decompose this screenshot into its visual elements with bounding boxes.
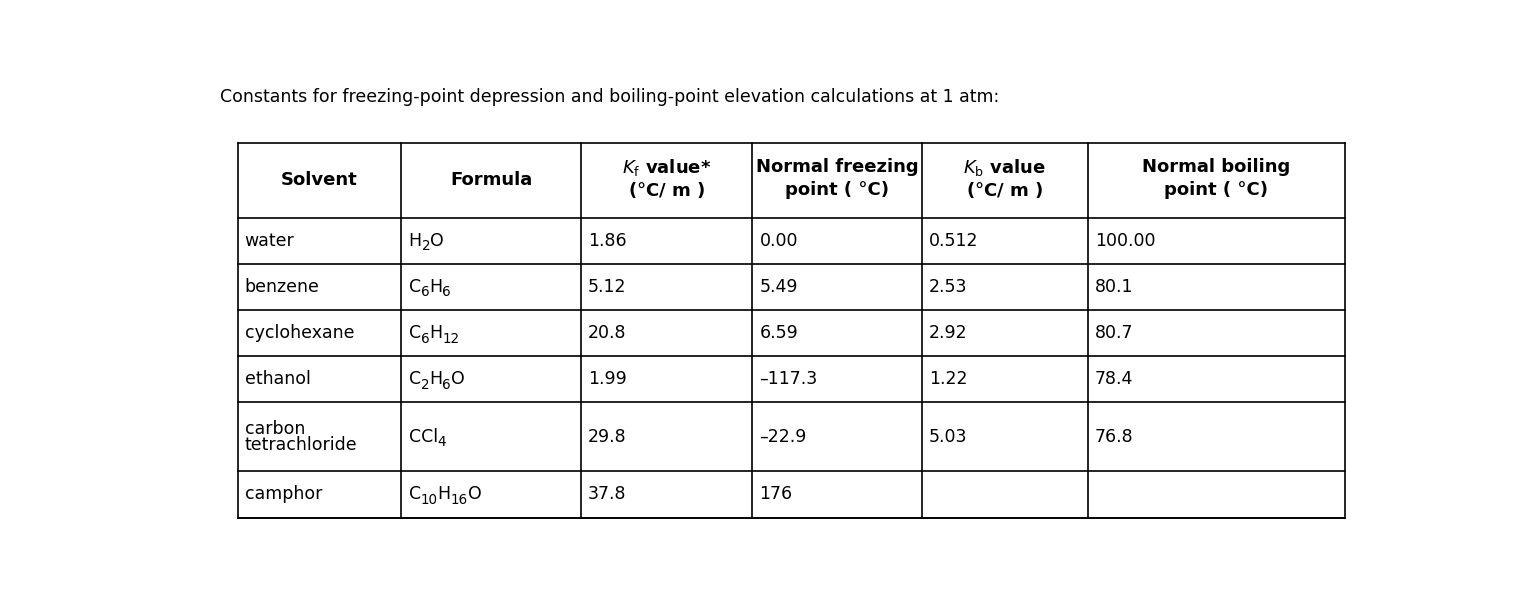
Text: $K_{\rm f}$ value*: $K_{\rm f}$ value* [621,157,711,178]
Text: Normal freezing: Normal freezing [755,158,918,177]
Text: 12: 12 [442,331,460,346]
Text: 78.4: 78.4 [1095,370,1133,388]
Text: point ( °C): point ( °C) [1164,180,1269,199]
Text: H: H [437,485,451,503]
Text: H: H [429,370,442,388]
Text: –117.3: –117.3 [760,370,818,388]
Text: 1.86: 1.86 [588,232,626,250]
Text: 6.59: 6.59 [760,324,798,342]
Text: camphor: camphor [245,485,321,503]
Text: 6: 6 [442,378,451,392]
Text: 176: 176 [760,485,792,503]
Text: cyclohexane: cyclohexane [245,324,355,342]
Text: H: H [429,324,442,342]
Text: 1.99: 1.99 [588,370,626,388]
Text: 6: 6 [420,331,429,346]
Text: C: C [408,324,420,342]
Text: O: O [451,370,465,388]
Text: 80.7: 80.7 [1095,324,1133,342]
Text: 2: 2 [420,378,429,392]
Text: Formula: Formula [449,171,532,189]
Text: ethanol: ethanol [245,370,311,388]
Text: 2.53: 2.53 [929,278,967,296]
Text: 6: 6 [420,285,429,300]
Text: Normal boiling: Normal boiling [1142,158,1290,177]
Text: O: O [431,232,445,250]
Text: 5.49: 5.49 [760,278,798,296]
Text: –22.9: –22.9 [760,428,807,446]
Text: 5.03: 5.03 [929,428,967,446]
Text: 6: 6 [442,285,451,300]
Text: 4: 4 [437,435,446,450]
Text: 100.00: 100.00 [1095,232,1156,250]
Text: (°C/ $\mathbf{m}$ ): (°C/ $\mathbf{m}$ ) [627,180,705,199]
Text: point ( °C): point ( °C) [786,180,889,199]
Text: 0.512: 0.512 [929,232,978,250]
Text: C: C [408,485,420,503]
Text: benzene: benzene [245,278,320,296]
Text: water: water [245,232,294,250]
Text: 80.1: 80.1 [1095,278,1133,296]
Text: C: C [408,278,420,296]
Text: 2: 2 [422,239,431,253]
Text: 29.8: 29.8 [588,428,626,446]
Text: H: H [429,278,442,296]
Text: 1.22: 1.22 [929,370,967,388]
Text: Solvent: Solvent [282,171,358,189]
Text: (°C/ $\mathbf{m}$ ): (°C/ $\mathbf{m}$ ) [966,180,1043,199]
Text: 76.8: 76.8 [1095,428,1133,446]
Text: Constants for freezing-point depression and boiling-point elevation calculations: Constants for freezing-point depression … [219,88,999,106]
Text: 0.00: 0.00 [760,232,798,250]
Text: 20.8: 20.8 [588,324,626,342]
Text: 2.92: 2.92 [929,324,967,342]
Text: $K_{\rm b}$ value: $K_{\rm b}$ value [964,157,1046,178]
Text: 5.12: 5.12 [588,278,626,296]
Text: carbon: carbon [245,420,305,438]
Text: C: C [408,370,420,388]
Text: 10: 10 [420,493,437,507]
Text: 37.8: 37.8 [588,485,626,503]
Text: O: O [468,485,481,503]
Text: CCl: CCl [408,428,437,446]
Text: tetrachloride: tetrachloride [245,436,358,454]
Text: 16: 16 [451,493,468,507]
Text: H: H [408,232,422,250]
